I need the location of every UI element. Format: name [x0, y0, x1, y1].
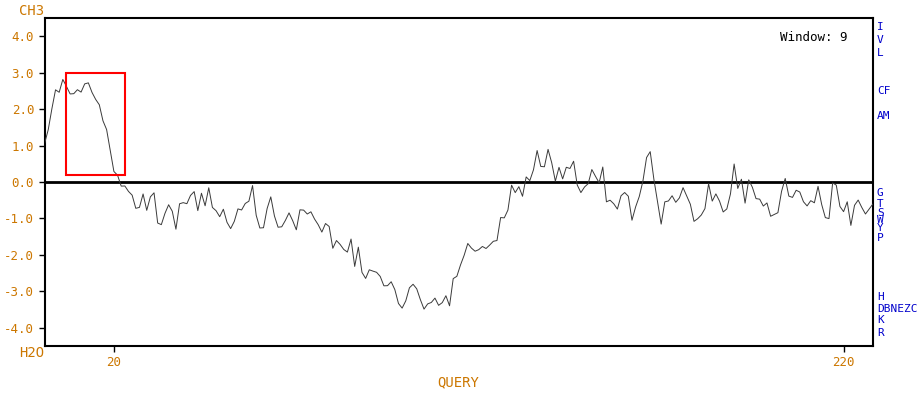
Text: CH3: CH3 [18, 4, 44, 18]
Text: CF: CF [877, 86, 891, 96]
Text: W: W [877, 215, 883, 225]
Text: S: S [877, 208, 883, 218]
Text: K: K [877, 315, 883, 325]
Text: H2O: H2O [18, 346, 44, 360]
Text: P: P [877, 233, 883, 243]
Text: Window: 9: Window: 9 [780, 31, 848, 44]
Text: DBNEZC: DBNEZC [877, 305, 917, 314]
Text: R: R [877, 328, 883, 338]
Text: AM: AM [877, 112, 891, 121]
Text: Y: Y [877, 222, 883, 233]
Text: T: T [877, 199, 883, 209]
X-axis label: QUERY: QUERY [437, 375, 480, 389]
Text: H: H [877, 292, 883, 302]
Text: V: V [877, 35, 883, 45]
Text: L: L [877, 48, 883, 58]
Bar [66, 73, 125, 175]
Text: G: G [877, 188, 883, 198]
Text: I: I [877, 22, 883, 32]
